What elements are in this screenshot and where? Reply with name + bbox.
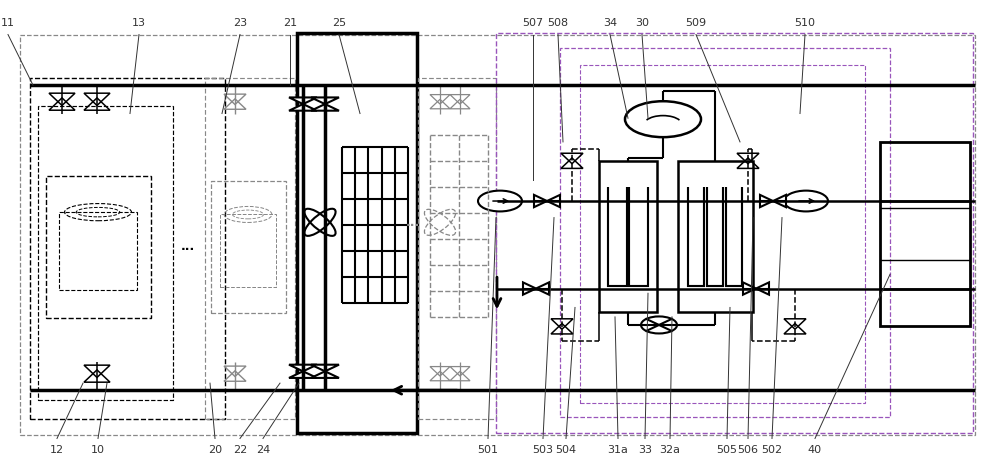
Text: 509: 509 (685, 18, 707, 28)
Text: 34: 34 (603, 18, 617, 28)
Text: 31a: 31a (608, 445, 628, 455)
Polygon shape (311, 104, 339, 111)
Polygon shape (289, 371, 317, 378)
Polygon shape (536, 282, 549, 295)
Text: 502: 502 (761, 445, 783, 455)
Text: 508: 508 (547, 18, 569, 28)
Text: ...: ... (181, 240, 195, 254)
Polygon shape (743, 282, 756, 295)
Text: ...: ... (406, 216, 420, 229)
Text: 22: 22 (233, 445, 247, 455)
Text: 510: 510 (794, 18, 816, 28)
Text: 40: 40 (808, 445, 822, 455)
Circle shape (784, 191, 828, 211)
Polygon shape (311, 365, 339, 371)
Polygon shape (289, 365, 317, 371)
Text: 13: 13 (132, 18, 146, 28)
Polygon shape (547, 195, 560, 207)
Text: 507: 507 (522, 18, 544, 28)
Text: 10: 10 (91, 445, 105, 455)
Polygon shape (534, 195, 547, 207)
Text: 506: 506 (738, 445, 759, 455)
Polygon shape (289, 104, 317, 111)
Polygon shape (311, 97, 339, 104)
Polygon shape (773, 195, 786, 207)
Text: 23: 23 (233, 18, 247, 28)
Text: 30: 30 (635, 18, 649, 28)
Polygon shape (760, 195, 773, 207)
Polygon shape (523, 282, 536, 295)
Circle shape (625, 101, 701, 137)
Polygon shape (311, 371, 339, 378)
Polygon shape (289, 97, 317, 104)
Text: 32a: 32a (660, 445, 680, 455)
Text: 33: 33 (638, 445, 652, 455)
Text: 20: 20 (208, 445, 222, 455)
Text: 505: 505 (716, 445, 738, 455)
Text: 11: 11 (1, 18, 15, 28)
Text: 503: 503 (532, 445, 554, 455)
Text: 504: 504 (555, 445, 577, 455)
Circle shape (641, 316, 677, 333)
Text: 21: 21 (283, 18, 297, 28)
Text: 25: 25 (332, 18, 346, 28)
Circle shape (478, 191, 522, 211)
Text: 501: 501 (478, 445, 498, 455)
Polygon shape (756, 282, 769, 295)
Text: 12: 12 (50, 445, 64, 455)
Text: 24: 24 (256, 445, 270, 455)
